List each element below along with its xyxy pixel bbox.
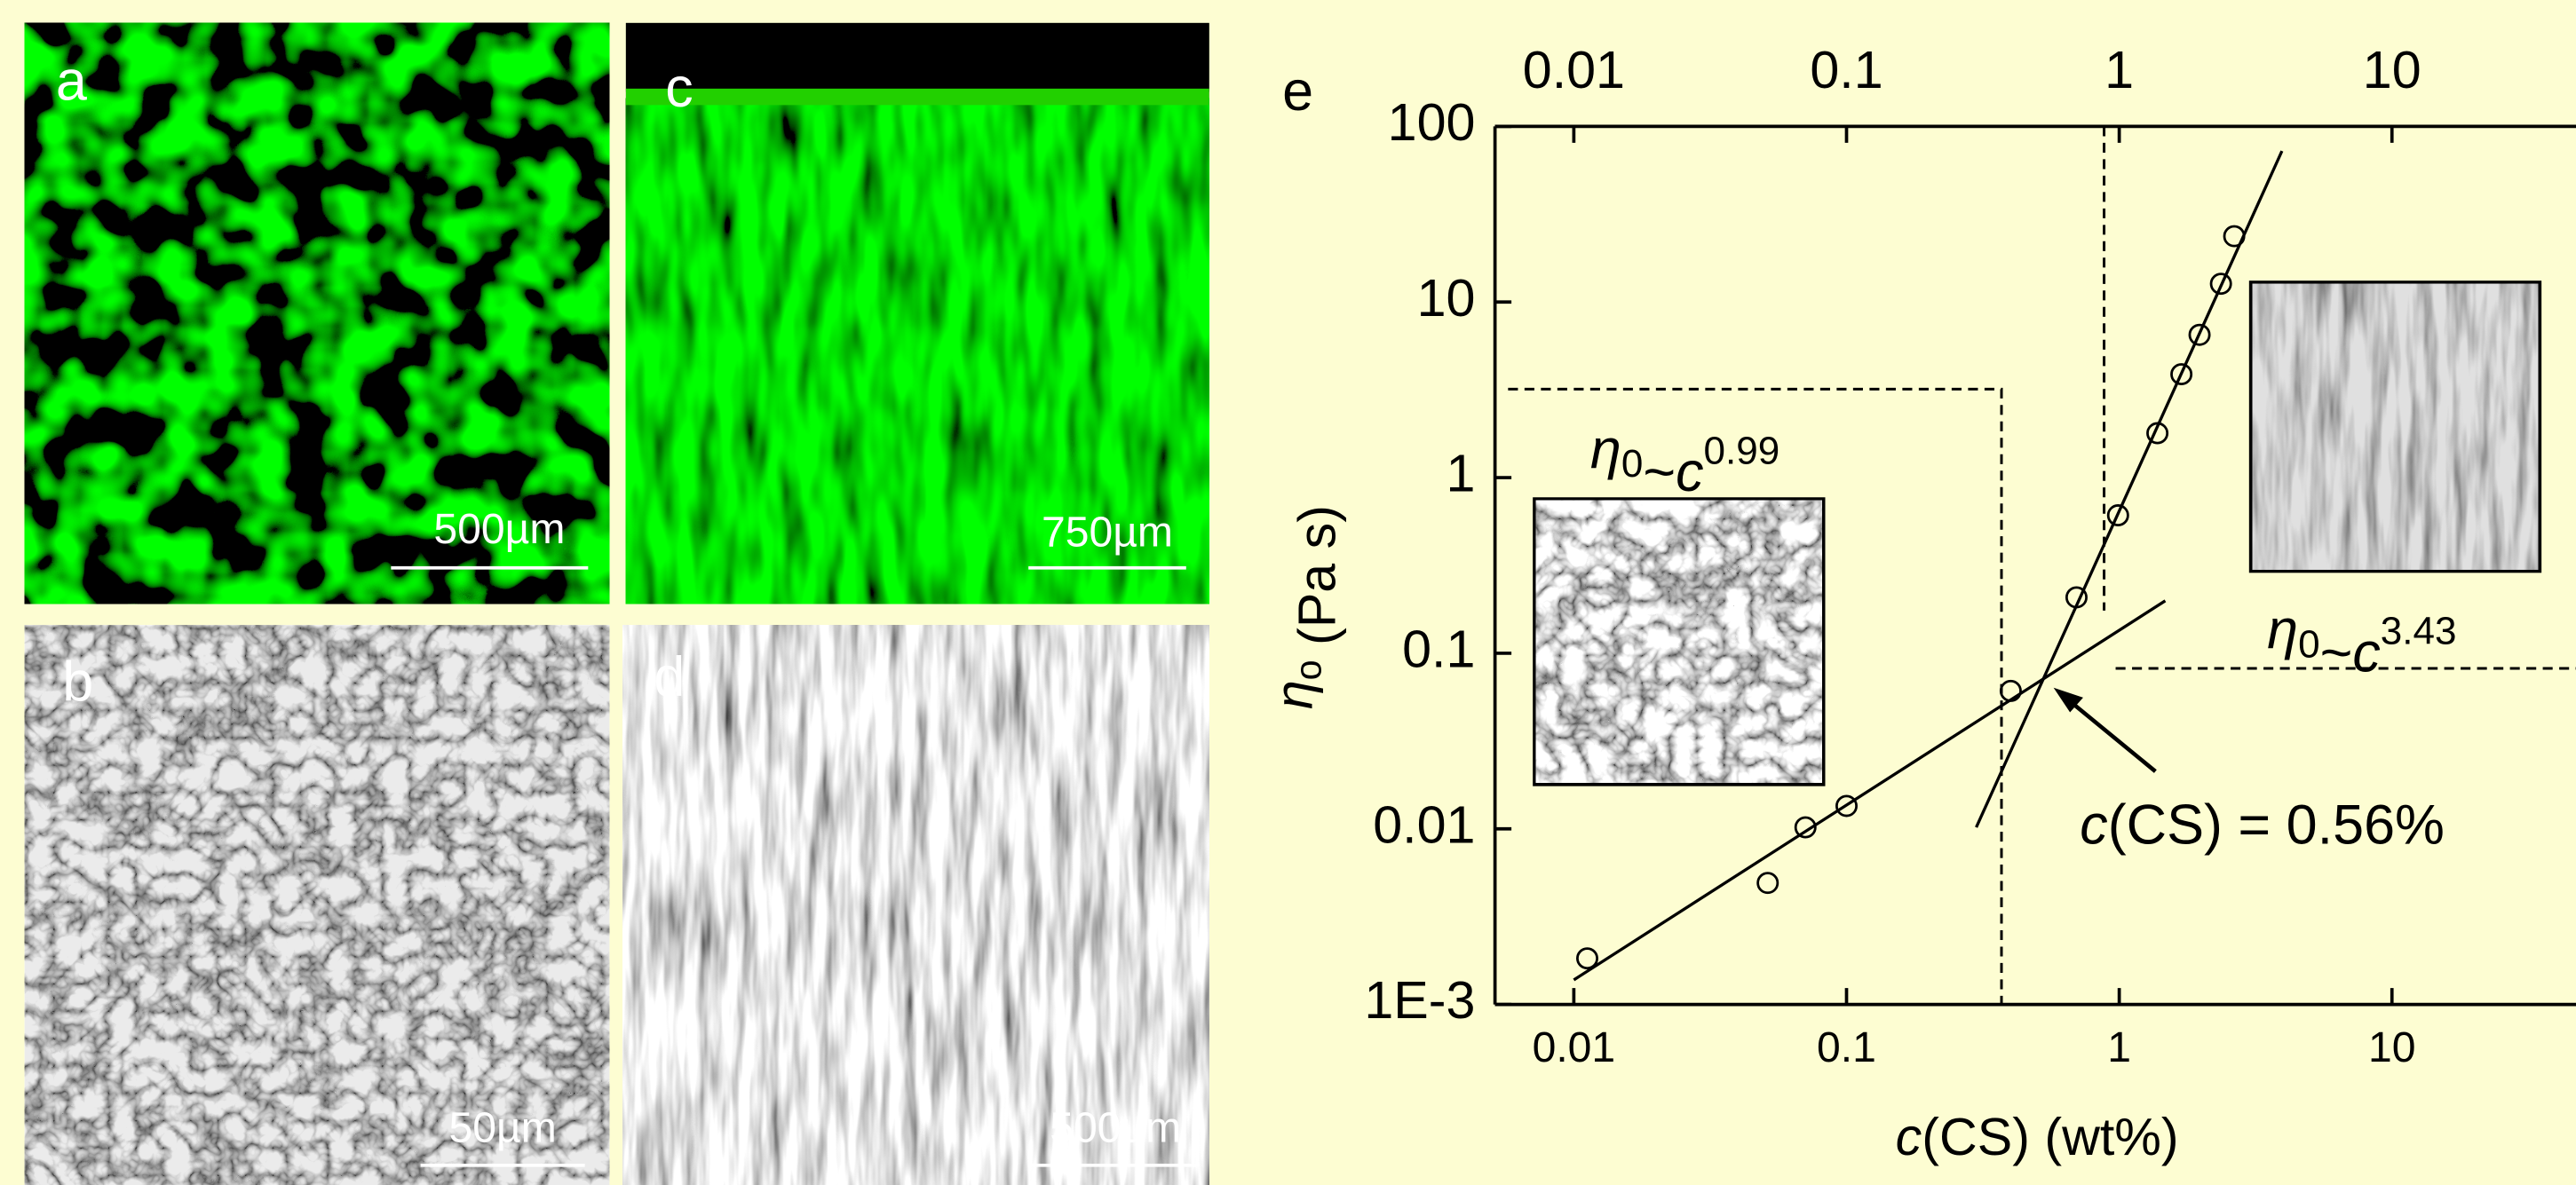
annotation: η0~c3.43 [2267,598,2456,683]
scale-bar-label: 500µm [1050,1104,1181,1152]
panel-label: c [665,57,693,119]
x-tick-label-top: 0.1 [1810,40,1882,99]
y-tick-label: 1E-3 [1364,970,1475,1030]
arrow [2062,694,2157,773]
panel-label: e [1282,60,1313,122]
data-point [2170,363,2193,386]
panel-label: d [654,646,685,708]
panel-b: b 50µm [24,625,610,1185]
scale-bar-label: 750µm [1042,508,1173,556]
boundary-line [1508,387,2003,1005]
data-point [1756,872,1779,895]
x-tick-label: 10 [2368,1023,2416,1071]
data-point [2188,323,2211,346]
annotation-part: η [2267,598,2298,660]
x-tick-label-top: 0.01 [1523,40,1625,99]
annotation-part: c [2352,621,2380,683]
data-point [2106,504,2129,527]
data-point [2209,273,2232,296]
panel-label: b [62,652,93,714]
micrograph-texture [625,98,1209,604]
annotation-part: 0 [2298,622,2319,666]
y-tick-label: 100 [1388,92,1476,152]
annotation-part: ~ [2320,621,2353,683]
panel-a: a 500µm [24,22,610,604]
y-tick-label: 0.01 [1373,794,1475,854]
data-point [2146,422,2169,445]
x-tick-label-top: 1 [2104,40,2134,99]
fit-line [1573,599,2167,982]
x-axis-label: c(CS) (wt%) [1896,1107,2179,1166]
data-point [1835,794,1858,818]
x-tick-label: 0.1 [1817,1023,1876,1071]
panel-c: c 750µm [625,22,1209,604]
annotation: η0~c0.99 [1590,418,1779,503]
x-tick-label-top: 10 [2363,40,2421,99]
scale-bar-label: 500µm [433,505,565,553]
inset-texture [1535,500,1822,783]
annotation-part: c [1676,441,1703,503]
micrograph-texture [622,625,1209,1185]
y-axis-label-part: η [1264,680,1323,709]
data-point [1576,947,1598,970]
annotation-part: ~ [1643,441,1676,503]
data-point [2065,586,2088,609]
annotation-part: 3.43 [2381,609,2457,652]
y-tick-label: 1 [1446,444,1475,503]
x-tick-label: 0.01 [1533,1023,1616,1071]
fit-line [1975,150,2284,828]
data-point [2223,225,2246,248]
data-point [1794,816,1817,839]
annotation-part: 0.99 [1704,429,1780,472]
inset-texture [2252,283,2539,570]
x-axis-label-part: (CS) (wt%) [1922,1107,2178,1166]
data-point [1999,679,2022,702]
annotation-part: η [1590,418,1621,480]
y-axis-label-part: o [1287,660,1328,680]
x-axis-label-part: c [1896,1107,1922,1166]
annotation-part: 0 [1621,442,1643,486]
y-tick-label: 10 [1417,268,1476,328]
x-tick-label: 1 [2107,1023,2131,1071]
arrow-head [2053,687,2083,713]
crossover-label-part: c [2080,794,2107,856]
crossover-label: c(CS) = 0.56% [2080,794,2445,856]
panel-label: a [56,51,87,113]
panel-e: e [1282,60,2576,1007]
scale-bar-label: 50µm [449,1104,557,1152]
micrograph-texture [24,625,610,1185]
micrograph-top [625,22,1209,92]
panel-d: d 500µm [622,625,1209,1185]
y-axis-label: ηo (Pa s) [1264,505,1346,709]
micrograph-edge [625,88,1209,106]
crossover-label-part: (CS) = 0.56% [2108,794,2445,856]
y-axis-label-part: (Pa s) [1287,505,1346,660]
y-tick-label: 0.1 [1402,620,1475,679]
micrograph-texture [24,22,610,604]
